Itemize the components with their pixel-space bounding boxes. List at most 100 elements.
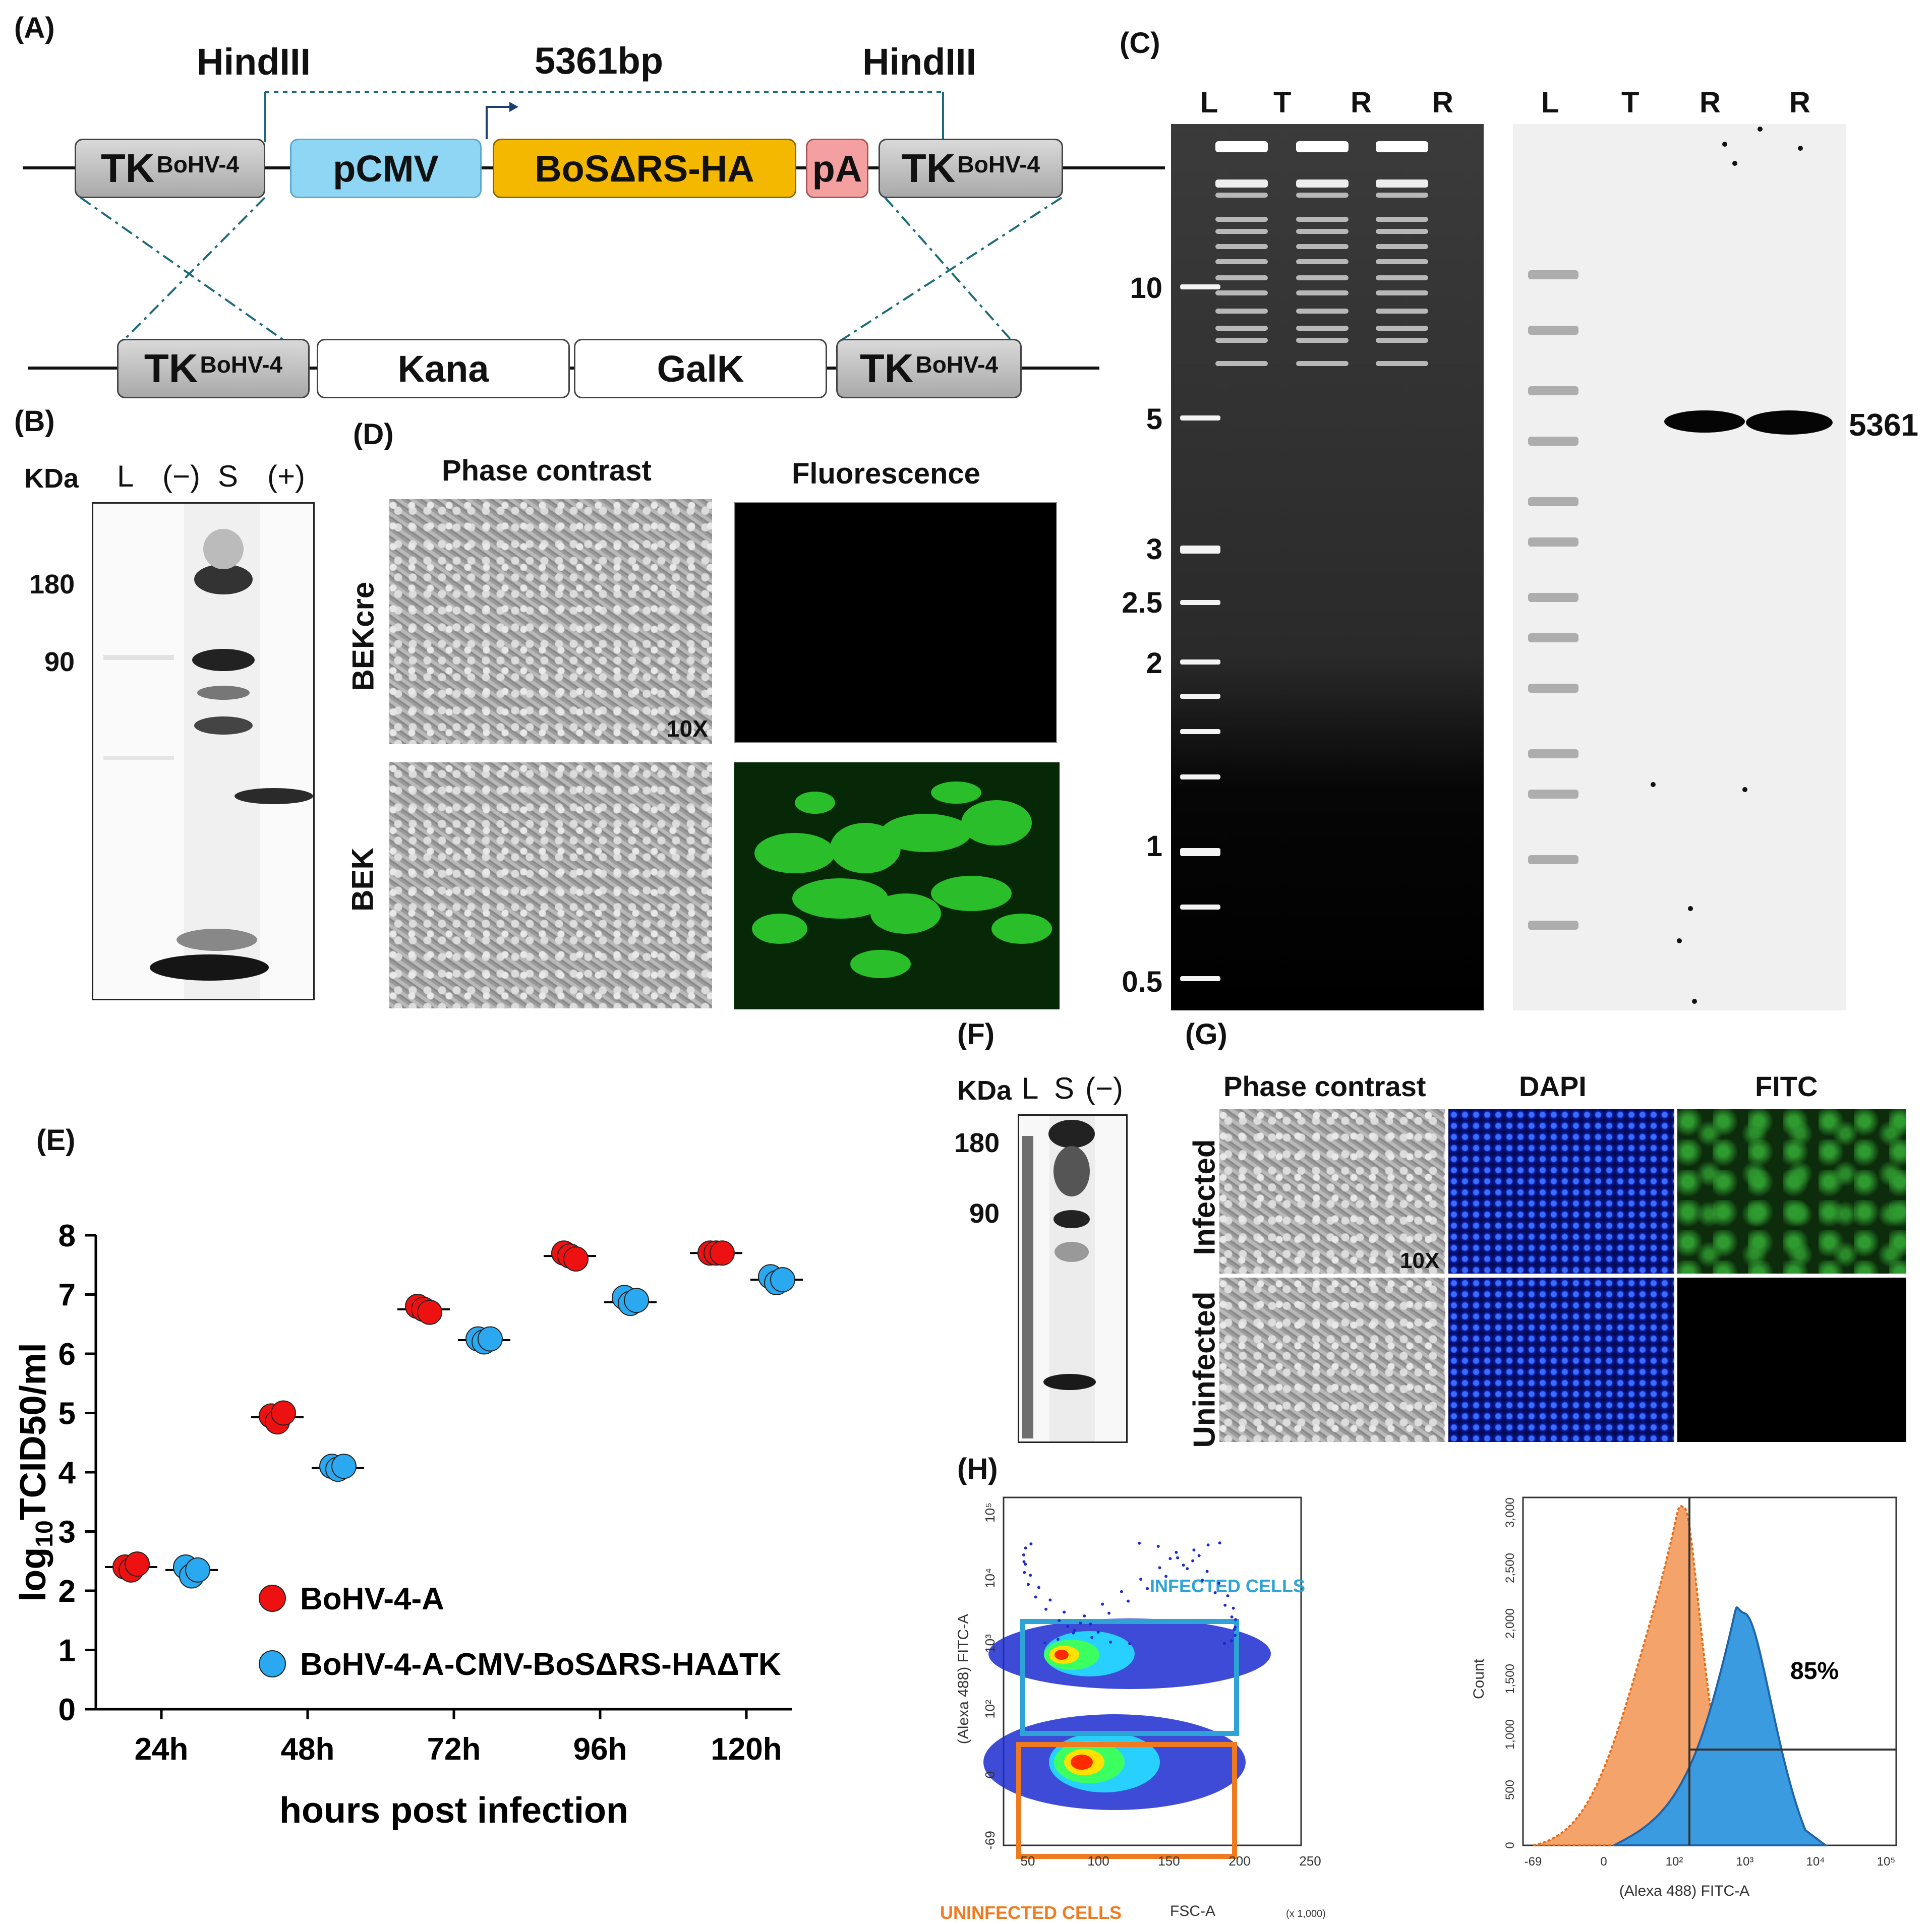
panel-b-marker-90: 90	[44, 647, 75, 677]
panel-f-kda: KDa	[957, 1075, 1012, 1106]
gel-ladder-band	[1180, 284, 1220, 289]
dot-event	[1233, 1634, 1237, 1637]
hist-x-tick: -69	[1525, 1855, 1542, 1869]
panel-f-marker-180: 180	[954, 1128, 1000, 1158]
dot-x-label: FSC-A	[1170, 1903, 1215, 1919]
dot-event	[1066, 1625, 1070, 1628]
blot-speck	[1722, 142, 1727, 147]
ladder-0-5: 0.5	[1122, 966, 1162, 998]
gel-ladder-band	[1180, 905, 1220, 910]
blot-ladder-band	[1528, 497, 1578, 506]
hist-y-tick: 500	[1503, 1780, 1517, 1800]
blot-ladder-band	[1528, 593, 1578, 602]
panel-g-fitc-uninfected	[1677, 1278, 1906, 1442]
panel-e-label: (E)	[36, 1124, 76, 1157]
blot-ladder-band	[1528, 270, 1578, 279]
blot-ladder-band	[1528, 855, 1578, 864]
data-point	[770, 1267, 795, 1293]
hist-y-tick: 1,000	[1503, 1719, 1517, 1750]
data-point	[710, 1240, 735, 1266]
hist-y-tick: 0	[1503, 1842, 1517, 1848]
hist-x-label: (Alexa 488) FITC-A	[1619, 1883, 1749, 1899]
flow-histogram: 85% 0 500 1,000 1,500 2,000 2,500 3,000 Count -69…	[1471, 1496, 1897, 1899]
panel-d-label: (D)	[353, 418, 394, 451]
gel-lane-r1: R	[1351, 86, 1372, 119]
gel-lane-t: T	[1273, 86, 1292, 119]
dot-event	[1201, 1579, 1204, 1582]
gel-band-top	[1296, 141, 1349, 152]
panel-b-marker-180: 180	[29, 569, 75, 599]
hist-x-tick: 10²	[1666, 1855, 1683, 1869]
dot-event	[1023, 1571, 1026, 1574]
legend-label: BoHV-4-A	[300, 1582, 444, 1616]
panel-g-col-fitc: FITC	[1755, 1070, 1818, 1102]
panel-b-label: (B)	[14, 405, 55, 438]
panel-f-marker-90: 90	[969, 1198, 1000, 1229]
y-tick-label: 6	[58, 1337, 76, 1372]
panel-g-phase-uninfected	[1219, 1278, 1445, 1442]
dot-event	[1096, 1631, 1100, 1634]
blot-speck	[1677, 938, 1682, 943]
gel-band	[1215, 244, 1268, 249]
dot-event	[1107, 1611, 1111, 1615]
blot-bands	[1528, 127, 1833, 1004]
dot-event	[1217, 1582, 1221, 1585]
ladder-2: 2	[1146, 647, 1162, 680]
dot-density-core	[1071, 1755, 1093, 1770]
y-tick-label: 0	[58, 1693, 76, 1727]
gel-band	[1215, 259, 1268, 264]
panel-d-phase-bekcre	[389, 499, 712, 744]
gel-band	[1296, 244, 1349, 249]
dot-event	[1186, 1567, 1189, 1571]
southern-blot	[1513, 124, 1846, 1010]
dot-x-mult: (x 1,000)	[1286, 1908, 1326, 1919]
dot-y-tick: -69	[982, 1831, 998, 1850]
ladder-10: 10	[1130, 272, 1162, 305]
gel-lane-l: L	[1200, 86, 1218, 119]
dot-event	[1139, 1578, 1143, 1581]
dot-x-tick: 50	[1021, 1853, 1035, 1869]
gel-band	[1215, 229, 1268, 234]
dot-event	[1022, 1553, 1026, 1556]
ladder-3: 3	[1146, 533, 1162, 566]
gel-band	[1296, 259, 1349, 264]
gel-ladder-band	[1180, 774, 1220, 779]
data-point	[185, 1557, 210, 1583]
panel-d-fluor-bekcre	[734, 502, 1057, 743]
dot-event	[1022, 1560, 1026, 1564]
kana-box: Kana	[317, 339, 570, 398]
legend-label: BoHV-4-A-CMV-BoSΔRS-HAΔTK	[300, 1647, 781, 1682]
hist-x-tick: 10⁴	[1806, 1855, 1825, 1869]
blot-ladder-band	[1528, 326, 1578, 335]
blot-lane-l: L	[1541, 86, 1559, 119]
gel-band	[1376, 275, 1428, 280]
gel-band	[1376, 179, 1428, 188]
dot-event	[1127, 1599, 1130, 1603]
dot-event	[1138, 1541, 1141, 1545]
dot-event	[1156, 1544, 1160, 1548]
dot-density-core	[1055, 1650, 1069, 1660]
hist-y-tick: 2,500	[1503, 1553, 1517, 1583]
blot-ladder-band	[1528, 684, 1578, 693]
panel-g-fitc-infected	[1677, 1109, 1906, 1274]
dot-event	[1058, 1619, 1061, 1622]
gel-band	[1215, 193, 1268, 198]
gel-band	[1296, 361, 1349, 366]
uninfected-cells-label: UNINFECTED CELLS	[940, 1902, 1122, 1923]
dot-event	[1048, 1598, 1052, 1602]
legend-marker	[259, 1650, 286, 1677]
gel-band	[1296, 217, 1349, 222]
infected-cells-label: INFECTED CELLS	[1150, 1576, 1305, 1596]
gel-band	[1296, 229, 1349, 234]
blot-speck	[1742, 787, 1747, 792]
y-tick-label: 7	[58, 1278, 76, 1313]
blot-ladder-band	[1528, 749, 1578, 758]
blot-band-r2	[1746, 410, 1833, 435]
dot-event	[1213, 1591, 1217, 1595]
gel-band	[1376, 217, 1428, 222]
dot-event	[1120, 1590, 1123, 1593]
dot-event	[1232, 1606, 1235, 1610]
dot-event	[1230, 1615, 1234, 1619]
panel-h-label: (H)	[957, 1453, 998, 1485]
dot-x-tick: 200	[1228, 1853, 1250, 1869]
